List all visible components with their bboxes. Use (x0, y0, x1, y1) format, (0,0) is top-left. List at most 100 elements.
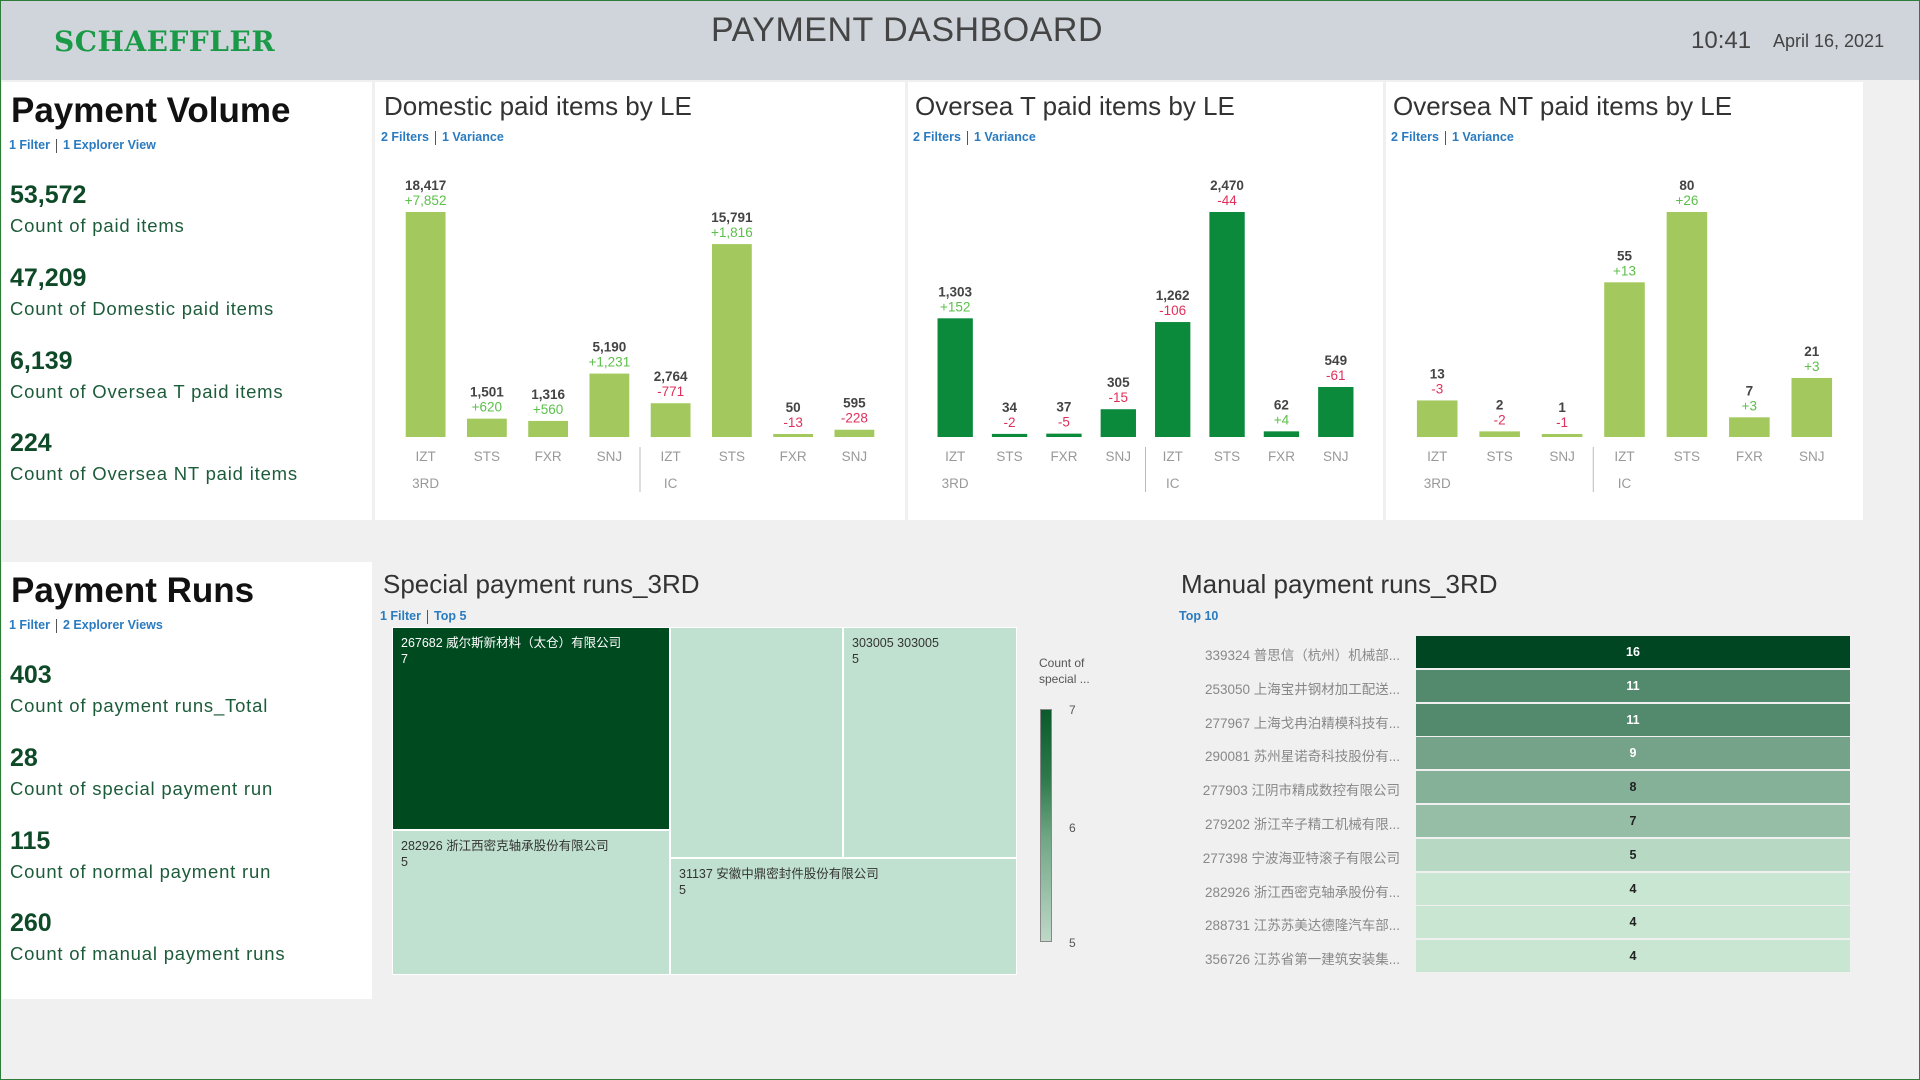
group-label: IC (664, 476, 678, 491)
explorer-views-link[interactable]: 2 Explorer Views (63, 618, 163, 632)
oversea-nt-bar-chart: 13-3IZT2-2STS1-1SNJ3RD55+13IZT80+26STS7+… (1416, 178, 1833, 492)
explorer-view-link[interactable]: 1 Explorer View (63, 138, 156, 152)
bar[interactable] (937, 318, 973, 437)
manual-run-vendor-label: 282926 浙江西密克轴承股份有... (1204, 884, 1400, 900)
bar[interactable] (1604, 282, 1645, 437)
category-tick-label: FXR (535, 449, 562, 464)
bar[interactable] (1416, 400, 1458, 437)
bar[interactable] (1263, 431, 1300, 437)
filters-link[interactable]: 2 Filters (913, 130, 961, 144)
payment-volume-card: Payment Volume 1 Filter 1 Explorer View 5… (2, 82, 372, 520)
manual-run-bar[interactable]: 8 (1416, 771, 1850, 804)
bar[interactable] (1209, 212, 1245, 437)
treemap-cell[interactable]: 303005 303005 5 (843, 627, 1017, 858)
bar-value-label: 1,316 (531, 387, 565, 402)
top-10-link[interactable]: Top 10 (1179, 609, 1219, 623)
bar-variance-label: +4 (1274, 412, 1290, 427)
bar[interactable] (773, 434, 814, 437)
treemap-cell[interactable]: 31137 安徽中鼎密封件股份有限公司 5 (670, 858, 1017, 975)
manual-run-bar[interactable]: 9 (1416, 737, 1850, 770)
manual-run-bar[interactable]: 16 (1416, 636, 1850, 668)
bar-value-label: 2,764 (654, 369, 688, 384)
kpi-value: 224 (10, 429, 52, 457)
bar[interactable] (1155, 322, 1191, 437)
bar-variance-label: -61 (1326, 368, 1346, 383)
bar[interactable] (991, 433, 1028, 437)
bar-variance-label: +560 (533, 402, 563, 417)
filter-link[interactable]: 1 Filter (9, 138, 50, 152)
manual-run-bar[interactable]: 5 (1416, 838, 1850, 871)
treemap-legend-tick: 7 (1069, 703, 1076, 717)
bar-variance-label: +26 (1675, 193, 1698, 208)
bar[interactable] (1479, 431, 1520, 437)
category-tick-label: STS (996, 449, 1022, 464)
treemap-cell-value: 5 (852, 652, 859, 666)
category-tick-label: IZT (661, 449, 681, 464)
filters-link[interactable]: 2 Filters (1391, 130, 1439, 144)
bar[interactable] (1541, 434, 1583, 437)
bar[interactable] (1318, 386, 1354, 437)
manual-run-vendor-label: 277398 宁波海亚特滚子有限公司 (1202, 850, 1400, 866)
filter-link[interactable]: 1 Filter (380, 609, 421, 623)
filter-link[interactable]: 1 Filter (9, 618, 50, 632)
bar-variance-label: +13 (1613, 263, 1636, 278)
kpi-label: Count of normal payment run (10, 861, 272, 882)
treemap-cell[interactable]: 267682 威尔斯新材料（太仓）有限公司 7 (392, 627, 670, 830)
bar[interactable] (1791, 377, 1833, 437)
bar[interactable] (1100, 409, 1136, 437)
bar[interactable] (1666, 212, 1708, 437)
category-tick-label: SNJ (1323, 449, 1349, 464)
treemap-cell-value: 5 (679, 883, 686, 897)
bar-variance-label: -5 (1058, 415, 1070, 430)
bar[interactable] (589, 373, 630, 437)
bar[interactable] (405, 212, 446, 437)
oversea-t-chart-card: Oversea T paid items by LE 2 Filters 1 Va… (908, 82, 1383, 520)
bar[interactable] (834, 429, 875, 437)
link-separator (427, 609, 428, 624)
clock-time: 10:41 (1691, 27, 1752, 54)
manual-run-bar[interactable]: 11 (1416, 703, 1850, 736)
kpi-value: 47,209 (10, 264, 87, 292)
bar[interactable] (1046, 433, 1082, 437)
bar-value-label: 34 (1002, 400, 1018, 415)
variance-link[interactable]: 1 Variance (441, 130, 504, 144)
manual-run-bar[interactable]: 4 (1416, 940, 1850, 973)
manual-run-vendor-label: 277967 上海戈冉泊精模科技有... (1204, 715, 1400, 731)
manual-run-bar[interactable]: 7 (1416, 805, 1850, 837)
top-5-link[interactable]: Top 5 (434, 609, 467, 623)
category-tick-label: SNJ (1799, 449, 1825, 464)
treemap-cell[interactable] (670, 627, 843, 858)
treemap-cell-label: 267682 威尔斯新材料（太仓）有限公司 (401, 636, 622, 650)
bar-value-label: 80 (1679, 178, 1694, 193)
treemap-cell[interactable]: 282926 浙江西密克轴承股份有限公司 5 (392, 830, 670, 975)
bar[interactable] (466, 418, 507, 437)
bar-value-label: 1,262 (1156, 288, 1190, 303)
kpi-value: 53,572 (10, 181, 87, 209)
category-tick-label: STS (1214, 449, 1240, 464)
bar[interactable] (650, 403, 691, 437)
bar-value-label: 1 (1558, 400, 1566, 415)
bar[interactable] (1729, 417, 1770, 437)
bar-variance-label: -2 (1494, 412, 1506, 427)
treemap-cell-value: 7 (401, 652, 408, 666)
bar-value-label: 15,791 (711, 210, 753, 225)
bar-variance-label: -106 (1159, 303, 1186, 318)
bar[interactable] (711, 244, 752, 437)
variance-link[interactable]: 1 Variance (1451, 130, 1514, 144)
filters-link[interactable]: 2 Filters (381, 130, 429, 144)
category-tick-label: IZT (1163, 449, 1183, 464)
variance-link[interactable]: 1 Variance (973, 130, 1036, 144)
manual-run-bar[interactable]: 11 (1416, 669, 1850, 702)
category-tick-label: SNJ (842, 449, 868, 464)
bar-variance-label: -2 (1004, 415, 1016, 430)
manual-run-bar[interactable]: 4 (1416, 906, 1850, 939)
manual-run-bar[interactable]: 4 (1416, 872, 1850, 905)
bar-value-label: 50 (786, 400, 801, 415)
bar-value-label: 1,303 (938, 284, 972, 299)
kpi-value: 260 (10, 909, 52, 937)
treemap-legend-gradient (1040, 709, 1052, 942)
category-tick-label: FXR (1268, 449, 1295, 464)
bar[interactable] (528, 420, 569, 437)
bar-value-label: 13 (1430, 366, 1446, 381)
bar-value-label: 595 (843, 396, 866, 411)
